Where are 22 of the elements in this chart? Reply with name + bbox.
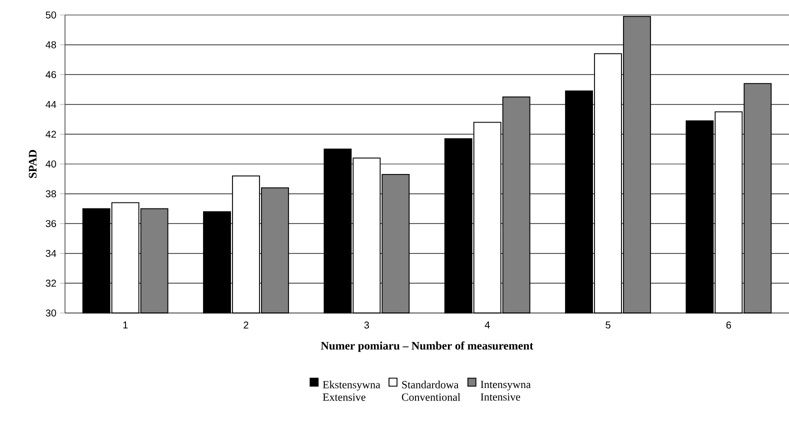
y-tick-label: 50 bbox=[46, 11, 56, 19]
x-tick-label: 6 bbox=[726, 322, 732, 329]
y-tick-label: 42 bbox=[46, 130, 56, 138]
y-tick-label: 48 bbox=[46, 41, 56, 48]
legend-label: Standardowa Conventional bbox=[402, 380, 460, 401]
legend-label: Ekstensywna Extensive bbox=[322, 380, 380, 401]
legend-label: Intensywna Intensive bbox=[480, 380, 531, 401]
y-axis-title: SPAD bbox=[28, 150, 37, 178]
y-tick-label: 44 bbox=[46, 100, 56, 108]
x-tick-label: 2 bbox=[244, 322, 248, 328]
y-tick-label: 32 bbox=[46, 280, 56, 287]
y-tick-label: 36 bbox=[46, 220, 56, 228]
x-tick-label: 1 bbox=[123, 322, 128, 328]
x-tick-label: 4 bbox=[484, 322, 490, 328]
x-axis-title: Numer pomiaru – Number of measurement bbox=[320, 341, 534, 352]
y-tick-label: 46 bbox=[46, 71, 56, 78]
y-tick-label: 40 bbox=[46, 160, 56, 168]
x-tick-label: 3 bbox=[364, 322, 370, 329]
x-tick-label: 5 bbox=[606, 322, 610, 328]
y-tick-label: 34 bbox=[46, 250, 56, 257]
y-tick-label: 38 bbox=[46, 190, 56, 198]
y-tick-label: 30 bbox=[46, 309, 56, 317]
